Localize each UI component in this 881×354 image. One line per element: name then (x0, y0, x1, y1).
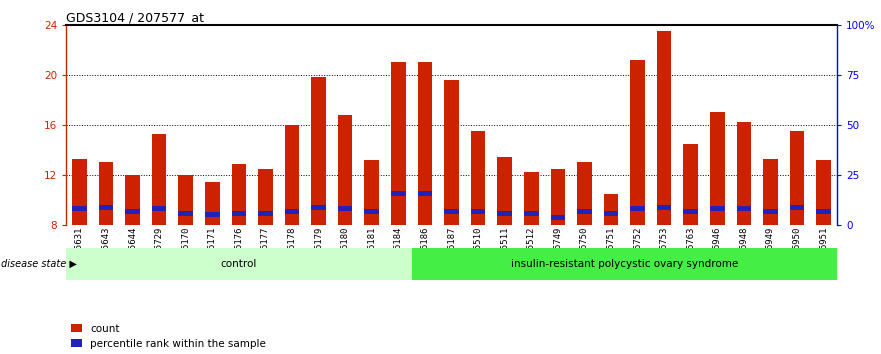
Bar (444, 209, 459, 213)
Bar (125, 209, 140, 213)
Bar (630, 60, 645, 225)
Text: disease state ▶: disease state ▶ (1, 259, 77, 269)
Bar (710, 206, 725, 211)
Bar (657, 205, 671, 210)
Bar (418, 62, 433, 225)
Bar (178, 175, 193, 225)
Bar (817, 209, 831, 213)
Bar (737, 122, 751, 225)
Bar (391, 62, 405, 225)
Bar (365, 160, 379, 225)
Bar (258, 169, 273, 225)
Bar (232, 164, 246, 225)
Bar (817, 160, 831, 225)
Bar (684, 209, 698, 213)
Bar (737, 206, 751, 211)
Bar (285, 209, 300, 213)
Bar (603, 194, 618, 225)
Bar (205, 212, 219, 217)
Bar (258, 211, 273, 216)
Bar (577, 209, 592, 213)
Bar (178, 211, 193, 216)
Bar (763, 209, 778, 213)
Bar (411, 248, 837, 280)
Bar (684, 143, 698, 225)
Bar (365, 209, 379, 213)
Bar (789, 131, 804, 225)
Bar (72, 206, 86, 211)
Bar (99, 162, 114, 225)
Bar (152, 133, 167, 225)
Bar (630, 206, 645, 211)
Bar (657, 31, 671, 225)
Text: insulin-resistant polycystic ovary syndrome: insulin-resistant polycystic ovary syndr… (511, 259, 738, 269)
Bar (470, 131, 485, 225)
Bar (285, 125, 300, 225)
Bar (125, 175, 140, 225)
Bar (577, 162, 592, 225)
Bar (710, 112, 725, 225)
Bar (524, 211, 538, 216)
Bar (338, 115, 352, 225)
Bar (72, 159, 86, 225)
Bar (603, 211, 618, 216)
Bar (524, 172, 538, 225)
Bar (66, 248, 411, 280)
Bar (418, 191, 433, 196)
Bar (232, 211, 246, 216)
Bar (470, 209, 485, 213)
Bar (99, 205, 114, 210)
Text: control: control (220, 259, 257, 269)
Bar (551, 215, 565, 220)
Bar (152, 206, 167, 211)
Bar (444, 80, 459, 225)
Bar (391, 191, 405, 196)
Bar (311, 77, 326, 225)
Bar (338, 206, 352, 211)
Text: GDS3104 / 207577_at: GDS3104 / 207577_at (66, 11, 204, 24)
Bar (498, 157, 512, 225)
Bar (498, 211, 512, 216)
Bar (205, 182, 219, 225)
Bar (551, 169, 565, 225)
Bar (763, 159, 778, 225)
Bar (311, 205, 326, 210)
Legend: count, percentile rank within the sample: count, percentile rank within the sample (71, 324, 266, 349)
Bar (789, 205, 804, 210)
